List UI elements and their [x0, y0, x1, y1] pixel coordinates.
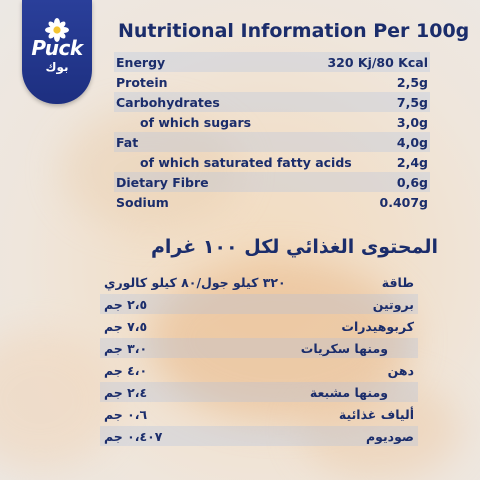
ar-row-carbohydrates: كربوهيدرات ٧،٥ جم: [100, 316, 418, 336]
brand-name: Puck: [31, 36, 83, 60]
ar-row-sugars: ومنها سكريات ٣،٠ جم: [100, 338, 418, 358]
english-title: Nutritional Information Per 100g: [118, 20, 470, 42]
row-value: 320 Kj/80 Kcal: [327, 54, 428, 70]
en-row-saturated-fat: of which saturated fatty acids 2,4g: [114, 152, 430, 172]
row-value: ٤،٠ جم: [104, 362, 148, 378]
en-row-energy: Energy 320 Kj/80 Kcal: [114, 52, 430, 72]
row-value: ٠،٦ جم: [104, 406, 148, 422]
ar-row-energy: طاقة ٣٢٠ كيلو جول/٨٠ كيلو كالوري: [100, 272, 418, 292]
row-label: Dietary Fibre: [116, 174, 209, 190]
row-value: 2,4g: [396, 154, 428, 170]
en-row-protein: Protein 2,5g: [114, 72, 430, 92]
row-value: 7,5g: [396, 94, 428, 110]
en-row-dietary-fibre: Dietary Fibre 0,6g: [114, 172, 430, 192]
row-label: دهن: [387, 362, 414, 378]
daisy-flower-icon: [45, 18, 69, 42]
ar-row-dietary-fibre: ألياف غذائية ٠،٦ جم: [100, 404, 418, 424]
brand-name-arabic: بوك: [45, 60, 69, 74]
row-value: ٠،٤٠٧ جم: [104, 428, 163, 444]
row-value: ٧،٥ جم: [104, 318, 148, 334]
row-value: ٣،٠ جم: [104, 340, 148, 356]
en-row-fat: Fat 4,0g: [114, 132, 430, 152]
row-label: ألياف غذائية: [338, 406, 414, 422]
brand-logo: Puck بوك: [22, 0, 92, 104]
row-label: طاقة: [381, 274, 414, 290]
en-row-sugars: of which sugars 3,0g: [114, 112, 430, 132]
row-value: 4,0g: [396, 134, 428, 150]
ar-row-fat: دهن ٤،٠ جم: [100, 360, 418, 380]
row-label: Energy: [116, 54, 166, 70]
row-label: بروتين: [372, 296, 414, 312]
row-value: 0,6g: [396, 174, 428, 190]
row-label: Sodium: [116, 194, 169, 210]
row-value: 0.407g: [379, 194, 429, 210]
ar-row-protein: بروتين ٢،٥ جم: [100, 294, 418, 314]
arabic-title: المحتوى الغذائي لكل ١٠٠ غرام: [150, 236, 438, 258]
row-value: ٣٢٠ كيلو جول/٨٠ كيلو كالوري: [104, 274, 286, 290]
row-value: ٢،٥ جم: [104, 296, 148, 312]
row-label: صوديوم: [365, 428, 414, 444]
row-value: ٢،٤ جم: [104, 384, 148, 400]
row-label: of which sugars: [140, 114, 252, 130]
en-row-carbohydrates: Carbohydrates 7,5g: [114, 92, 430, 112]
row-label: Carbohydrates: [116, 94, 220, 110]
row-label: Protein: [116, 74, 168, 90]
row-label: كربوهيدرات: [341, 318, 414, 334]
row-label: of which saturated fatty acids: [140, 154, 352, 170]
ar-row-sodium: صوديوم ٠،٤٠٧ جم: [100, 426, 418, 446]
en-row-sodium: Sodium 0.407g: [114, 192, 430, 212]
row-label: ومنها مشبعة: [309, 384, 388, 400]
row-label: ومنها سكريات: [300, 340, 388, 356]
row-value: 3,0g: [396, 114, 428, 130]
row-label: Fat: [116, 134, 139, 150]
ar-row-saturated-fat: ومنها مشبعة ٢،٤ جم: [100, 382, 418, 402]
row-value: 2,5g: [396, 74, 428, 90]
